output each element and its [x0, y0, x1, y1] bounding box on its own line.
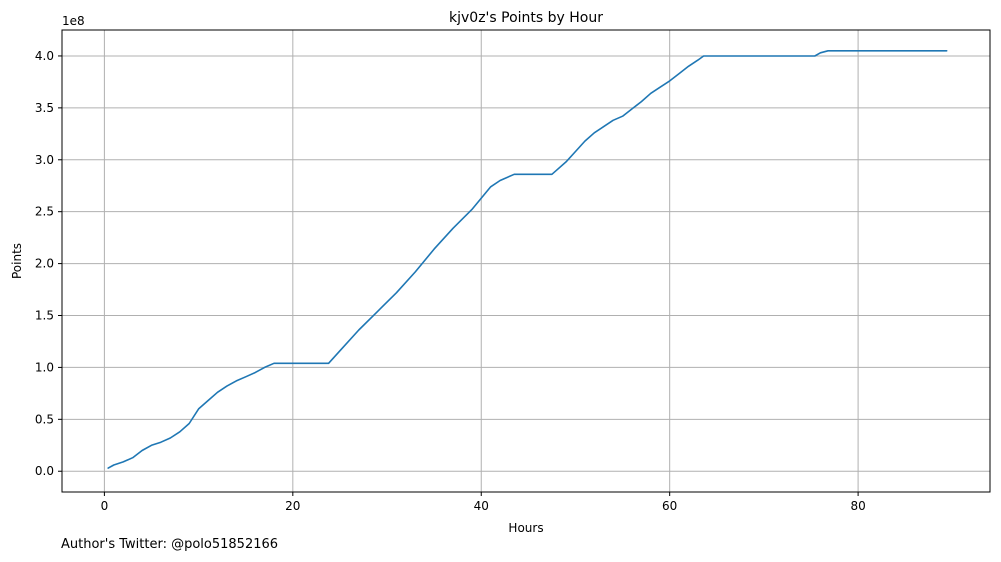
y-tick-label: 0.0	[35, 464, 54, 478]
y-tick-label: 1.5	[35, 309, 54, 323]
x-tick-label: 80	[850, 499, 865, 513]
x-tick-label: 0	[101, 499, 109, 513]
author-credit: Author's Twitter: @polo51852166	[61, 537, 279, 552]
x-tick-label: 20	[285, 499, 300, 513]
y-tick-label: 3.0	[35, 153, 54, 167]
y-tick-label: 0.5	[35, 412, 54, 426]
y-tick-label: 2.5	[35, 205, 54, 219]
x-tick-label: 40	[474, 499, 489, 513]
y-axis-offset-label: 1e8	[62, 14, 85, 28]
axis-ticks: 0 20 40 60 80 0.0 0.5 1.0 1.5 2.0 2.5 3.0 3.5 4.0	[35, 49, 866, 513]
plot-frame	[61, 29, 991, 493]
y-tick-label: 2.0	[35, 257, 54, 271]
grid	[62, 30, 990, 492]
data-layer	[107, 49, 948, 469]
x-tick-label: 60	[662, 499, 677, 513]
series-line	[107, 49, 948, 469]
y-tick-label: 3.5	[35, 101, 54, 115]
y-axis-label: Points	[10, 243, 24, 279]
y-tick-label: 4.0	[35, 49, 54, 63]
x-axis-label: Hours	[508, 521, 543, 535]
y-tick-label: 1.0	[35, 360, 54, 374]
chart-title: kjv0z's Points by Hour	[449, 10, 603, 26]
